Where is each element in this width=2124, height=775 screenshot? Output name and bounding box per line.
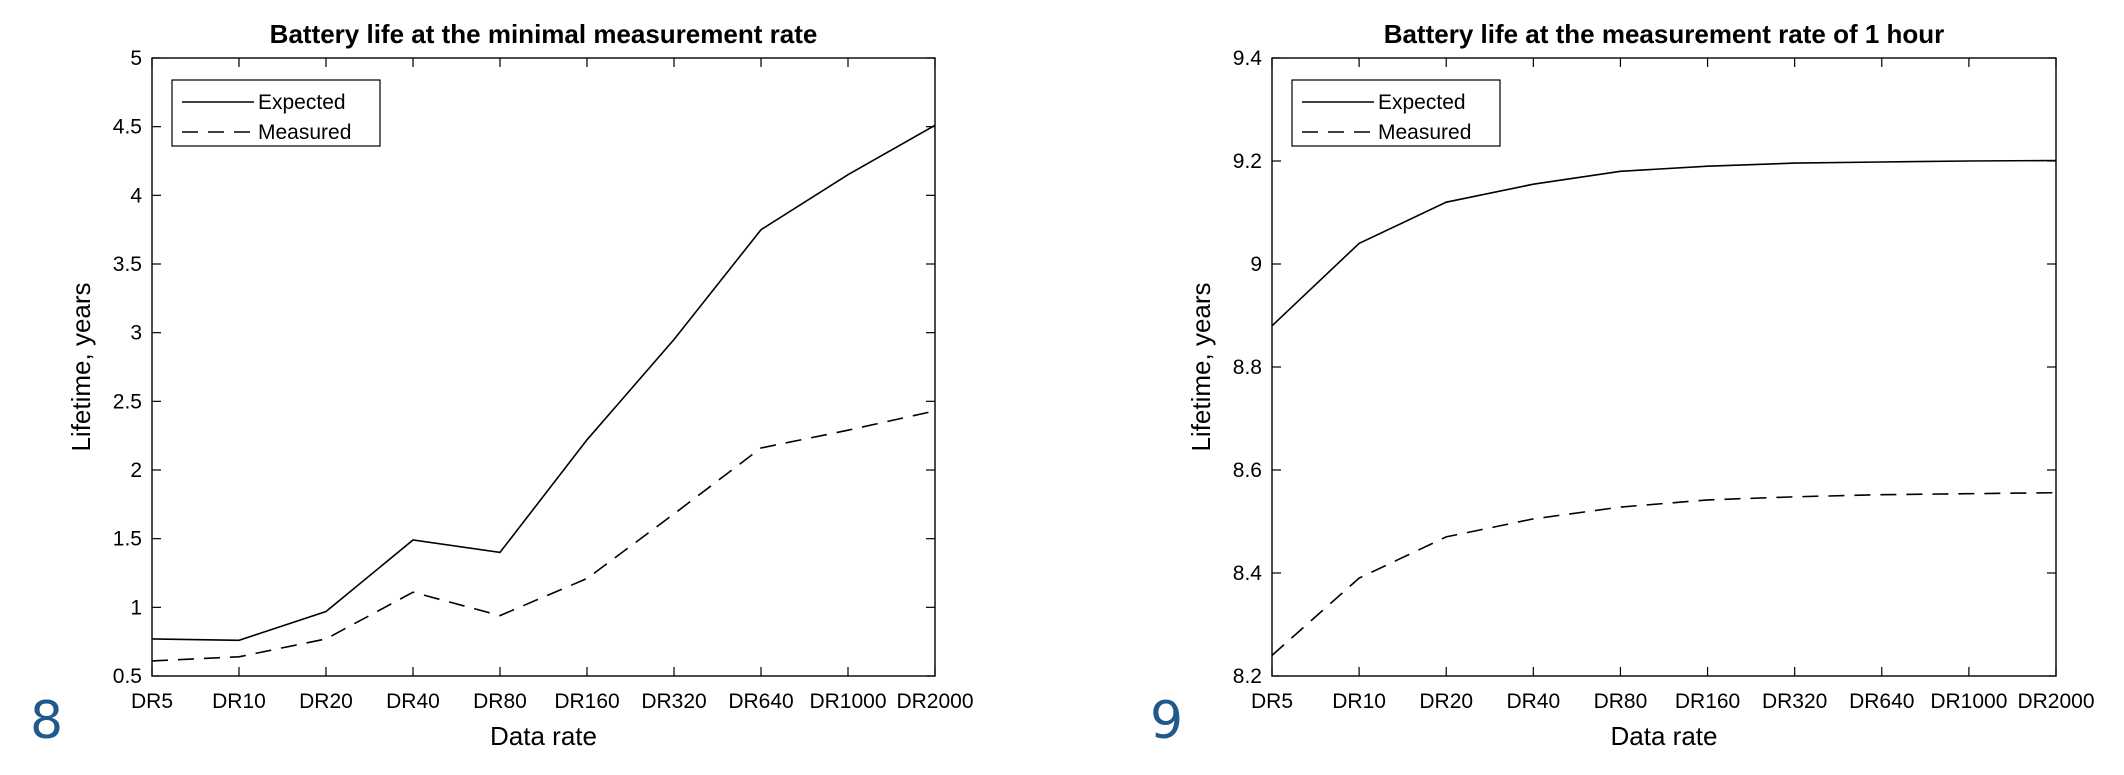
- chart-2-series-measured-line: [1271, 491, 2057, 656]
- chart-1-ytick-label: 3: [130, 322, 142, 345]
- chart-1-xtick-label: DR160: [554, 690, 619, 713]
- chart-1-xtick-label: DR640: [728, 690, 793, 713]
- chart-2-xtick-label: DR80: [1594, 690, 1648, 713]
- chart-2: Battery life at the measurement rate of …: [1186, 19, 2095, 751]
- chart-2-ytick-label: 8.2: [1233, 665, 1262, 688]
- chart-2-xtick-label: DR10: [1332, 690, 1386, 713]
- panel-number-8: 8: [30, 691, 63, 751]
- chart-2-ytick-label: 9.4: [1233, 47, 1263, 70]
- chart-1: Battery life at the minimal measurement …: [66, 19, 974, 751]
- chart-1-ytick-label: 3.5: [113, 253, 142, 276]
- chart-1-ytick-label: 4: [130, 184, 142, 207]
- chart-2-x-axis-label: Data rate: [1611, 721, 1718, 751]
- chart-2-legend-label-expected: Expected: [1378, 91, 1466, 114]
- chart-2-ytick-label: 8.6: [1233, 459, 1262, 482]
- chart-1-series-measured-line: [151, 410, 936, 662]
- chart-1-title: Battery life at the minimal measurement …: [270, 19, 818, 49]
- chart-2-y-axis-label: Lifetime, years: [1186, 282, 1216, 451]
- chart-2-xtick-label: DR1000: [1930, 690, 2007, 713]
- chart-1-legend-label-measured: Measured: [258, 121, 351, 144]
- chart-2-series-expected-line: [1271, 159, 2057, 327]
- chart-2-ytick-label: 8.8: [1233, 356, 1262, 379]
- chart-1-xtick-label: DR1000: [809, 690, 886, 713]
- chart-2-xtick-label: DR640: [1849, 690, 1914, 713]
- chart-1-ytick-label: 5: [130, 47, 142, 70]
- chart-1-ytick-label: 2: [130, 459, 142, 482]
- chart-2-ytick-label: 9: [1250, 253, 1262, 276]
- chart-2-title: Battery life at the measurement rate of …: [1384, 19, 1945, 49]
- chart-1-legend-box: [171, 79, 381, 147]
- chart-1-y-axis-label: Lifetime, years: [66, 282, 96, 451]
- chart-1-series-expected-line: [151, 124, 936, 642]
- chart-1-xtick-label: DR320: [641, 690, 706, 713]
- chart-2-legend-label-measured: Measured: [1378, 121, 1471, 144]
- chart-1-plot-frame: [151, 57, 936, 677]
- chart-1-ytick-label: 4.5: [113, 116, 142, 139]
- chart-2-xtick-label: DR20: [1419, 690, 1473, 713]
- chart-2-plot-frame: [1271, 57, 2057, 677]
- chart-2-xtick-label: DR40: [1506, 690, 1560, 713]
- panel-number-9: 9: [1150, 691, 1183, 751]
- chart-1-xtick-label: DR2000: [896, 690, 973, 713]
- chart-1-xtick-label: DR80: [473, 690, 527, 713]
- chart-1-ytick-label: 2.5: [113, 390, 142, 413]
- chart-1-legend-label-expected: Expected: [258, 91, 346, 114]
- chart-1-ytick-label: 0.5: [113, 665, 142, 688]
- chart-2-xtick-label: DR2000: [2017, 690, 2094, 713]
- chart-2-ytick-label: 8.4: [1233, 562, 1263, 585]
- chart-1-xtick-label: DR10: [212, 690, 266, 713]
- chart-1-x-axis-label: Data rate: [490, 721, 597, 751]
- chart-1-ytick-label: 1: [130, 596, 142, 619]
- chart-2-xtick-label: DR320: [1762, 690, 1827, 713]
- chart-2-xtick-label: DR5: [1251, 690, 1293, 713]
- chart-1-xtick-label: DR5: [131, 690, 173, 713]
- chart-1-ytick-label: 1.5: [113, 528, 142, 551]
- chart-2-xtick-label: DR160: [1675, 690, 1740, 713]
- chart-2-legend-box: [1291, 79, 1501, 147]
- chart-1-xtick-label: DR40: [386, 690, 440, 713]
- chart-1-xtick-label: DR20: [299, 690, 353, 713]
- chart-2-ytick-label: 9.2: [1233, 150, 1262, 173]
